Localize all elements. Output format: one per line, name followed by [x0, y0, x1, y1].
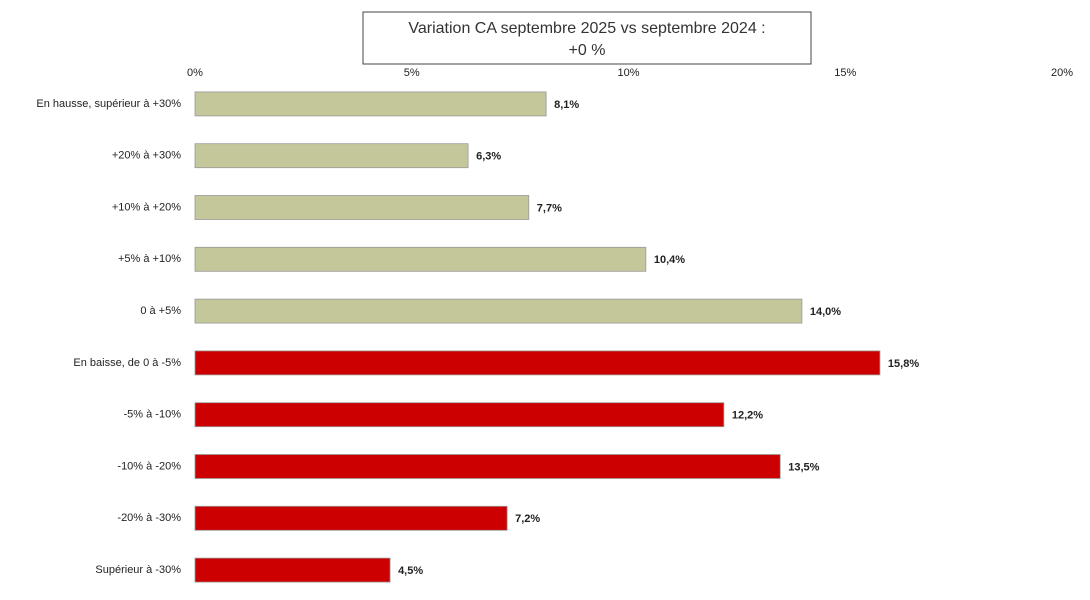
- chart-title: +0 %: [569, 42, 606, 59]
- y-tick-label: -5% à -10%: [124, 409, 182, 421]
- x-tick-label: 20%: [1051, 67, 1073, 79]
- x-tick-label: 0%: [187, 67, 203, 79]
- x-tick-label: 15%: [834, 67, 856, 79]
- value-label: 7,2%: [515, 513, 540, 525]
- y-tick-label: -20% à -30%: [117, 512, 181, 524]
- value-label: 4,5%: [398, 565, 423, 577]
- value-label: 8,1%: [554, 99, 579, 111]
- bar: [194, 505, 508, 531]
- y-tick-label: +5% à +10%: [118, 253, 181, 265]
- value-label: 14,0%: [810, 306, 841, 318]
- bar: [194, 91, 547, 117]
- x-tick-label: 5%: [404, 67, 420, 79]
- value-label: 15,8%: [888, 358, 919, 370]
- value-label: 7,7%: [537, 202, 562, 214]
- y-tick-label: +20% à +30%: [112, 150, 181, 162]
- y-tick-label: En hausse, supérieur à +30%: [36, 98, 181, 110]
- chart-title: Variation CA septembre 2025 vs septembre…: [408, 20, 765, 37]
- bar: [194, 298, 803, 324]
- bar: [194, 454, 781, 479]
- bar: [194, 557, 391, 583]
- bar: [194, 246, 647, 272]
- value-label: 13,5%: [788, 461, 819, 473]
- value-label: 12,2%: [732, 410, 763, 422]
- y-tick-label: -10% à -20%: [117, 460, 181, 472]
- bar: [194, 402, 725, 428]
- y-tick-label: En baisse, de 0 à -5%: [73, 357, 181, 369]
- title-box: [362, 11, 812, 65]
- x-tick-label: 10%: [617, 67, 639, 79]
- value-label: 10,4%: [654, 254, 685, 266]
- value-label: 6,3%: [476, 151, 501, 163]
- y-tick-label: 0 à +5%: [140, 305, 181, 317]
- y-tick-label: +10% à +20%: [112, 201, 181, 213]
- bar: [194, 350, 881, 376]
- bar: [194, 195, 530, 220]
- bar: [194, 143, 469, 169]
- y-tick-label: Supérieur à -30%: [95, 564, 181, 576]
